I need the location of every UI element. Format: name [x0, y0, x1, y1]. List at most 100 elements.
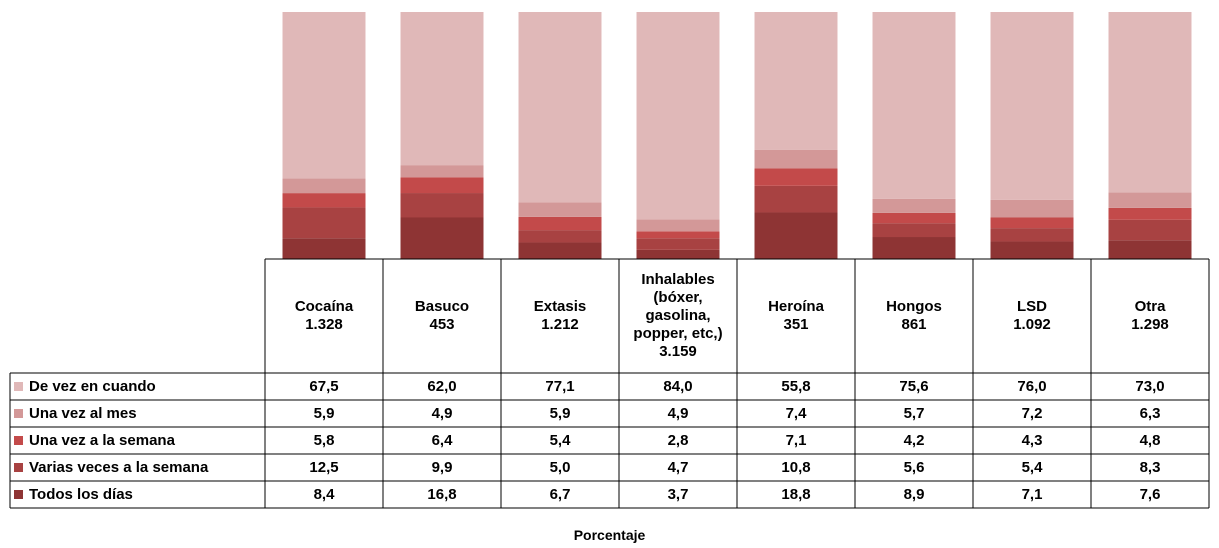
- data-label: 5,7: [903, 405, 925, 422]
- category-name: Hongos: [886, 298, 942, 315]
- data-label: 4,3: [1021, 432, 1043, 449]
- data-label: 75,6: [899, 378, 929, 395]
- data-label: 4,2: [903, 432, 925, 449]
- legend-entry: Todos los días: [10, 481, 264, 508]
- bar-segment: [754, 212, 838, 259]
- category-label: Otra 1.298: [1091, 259, 1209, 373]
- bar-segment: [518, 202, 602, 217]
- bar-segment: [1108, 192, 1192, 208]
- legend-entry: Una vez al mes: [10, 400, 264, 427]
- bar-segment: [1108, 207, 1192, 220]
- bar-segment: [872, 12, 956, 199]
- data-label: 5,8: [313, 432, 335, 449]
- category-name: LSD: [1017, 298, 1047, 315]
- data-label: 7,1: [1021, 486, 1043, 503]
- legend-label: Una vez a la semana: [29, 432, 175, 449]
- legend-swatch: [14, 436, 23, 445]
- bar-segment: [518, 242, 602, 259]
- legend-label: De vez en cuando: [29, 378, 156, 395]
- bar-segment: [872, 223, 956, 238]
- legend-label: Una vez al mes: [29, 405, 137, 422]
- category-label: Hongos 861: [855, 259, 973, 373]
- bar-segment: [990, 217, 1074, 229]
- bar-segment: [400, 165, 484, 178]
- legend-swatch: [14, 382, 23, 391]
- bar-segment: [518, 216, 602, 231]
- data-label: 5,4: [1021, 459, 1043, 476]
- category-name: Extasis: [533, 298, 587, 315]
- category-label: Inhalables (bóxer, gasolina, popper, etc…: [619, 259, 737, 373]
- bar-segment: [400, 177, 484, 194]
- bar-segment: [400, 193, 484, 218]
- bar-segment: [282, 207, 366, 239]
- category-name: Inhalables (bóxer, gasolina, popper, etc…: [633, 271, 723, 342]
- bar-segment: [872, 198, 956, 213]
- data-label: 18,8: [781, 486, 811, 503]
- bar-segment: [282, 238, 366, 259]
- bar-segment: [282, 12, 366, 179]
- data-label: 5,9: [549, 405, 571, 422]
- data-label: 12,5: [309, 459, 339, 476]
- data-label: 77,1: [545, 378, 575, 395]
- bar-segment: [754, 168, 838, 186]
- legend-swatch: [14, 490, 23, 499]
- bar-segment: [990, 228, 1074, 242]
- legend-swatch: [14, 409, 23, 418]
- legend-label: Todos los días: [29, 486, 133, 503]
- bar-segment: [754, 12, 838, 150]
- data-label: 10,8: [781, 459, 811, 476]
- bar-segment: [872, 237, 956, 259]
- category-label: Extasis 1.212: [501, 259, 619, 373]
- data-label: 62,0: [427, 378, 457, 395]
- bar-segment: [518, 230, 602, 243]
- category-label: Basuco 453: [383, 259, 501, 373]
- category-count: 1.328: [305, 316, 343, 333]
- bar-segment: [990, 199, 1074, 218]
- category-label: Heroína 351: [737, 259, 855, 373]
- category-name: Otra: [1134, 298, 1166, 315]
- table-grid: [9, 258, 1210, 509]
- data-label: 5,4: [549, 432, 571, 449]
- bar-segment: [282, 178, 366, 194]
- legend-entry: Una vez a la semana: [10, 427, 264, 454]
- data-label: 55,8: [781, 378, 811, 395]
- data-label: 5,9: [313, 405, 335, 422]
- category-count: 351: [783, 316, 809, 333]
- bar-segment: [636, 12, 720, 220]
- bar-segment: [1108, 12, 1192, 193]
- category-count: 1.212: [541, 316, 579, 333]
- data-label: 8,3: [1139, 459, 1161, 476]
- bar-segment: [1108, 240, 1192, 259]
- data-label: 6,4: [431, 432, 453, 449]
- data-label: 9,9: [431, 459, 453, 476]
- bar-segment: [754, 149, 838, 169]
- category-count: 453: [429, 316, 455, 333]
- data-label: 76,0: [1017, 378, 1047, 395]
- category-count: 1.298: [1131, 316, 1169, 333]
- category-name: Cocaína: [294, 298, 354, 315]
- data-label: 6,3: [1139, 405, 1161, 422]
- bar-segment: [400, 217, 484, 259]
- data-label: 7,4: [785, 405, 807, 422]
- data-label: 4,8: [1139, 432, 1161, 449]
- category-name: Basuco: [414, 298, 470, 315]
- data-label: 84,0: [663, 378, 693, 395]
- data-label: 2,8: [667, 432, 689, 449]
- bar-segment: [1108, 219, 1192, 241]
- data-label: 5,6: [903, 459, 925, 476]
- data-label: 7,2: [1021, 405, 1043, 422]
- legend-swatch: [14, 463, 23, 472]
- category-count: 861: [901, 316, 927, 333]
- data-label: 4,9: [431, 405, 453, 422]
- bar-segment: [282, 193, 366, 208]
- category-name: Heroína: [768, 298, 824, 315]
- bar-segment: [636, 238, 720, 250]
- bar-segment: [636, 249, 720, 259]
- data-label: 7,1: [785, 432, 807, 449]
- x-axis-label: Porcentaje: [573, 527, 646, 543]
- bars-group: [282, 12, 1192, 259]
- data-label: 67,5: [309, 378, 339, 395]
- bar-segment: [636, 231, 720, 239]
- legend-entry: Varias veces a la semana: [10, 454, 264, 481]
